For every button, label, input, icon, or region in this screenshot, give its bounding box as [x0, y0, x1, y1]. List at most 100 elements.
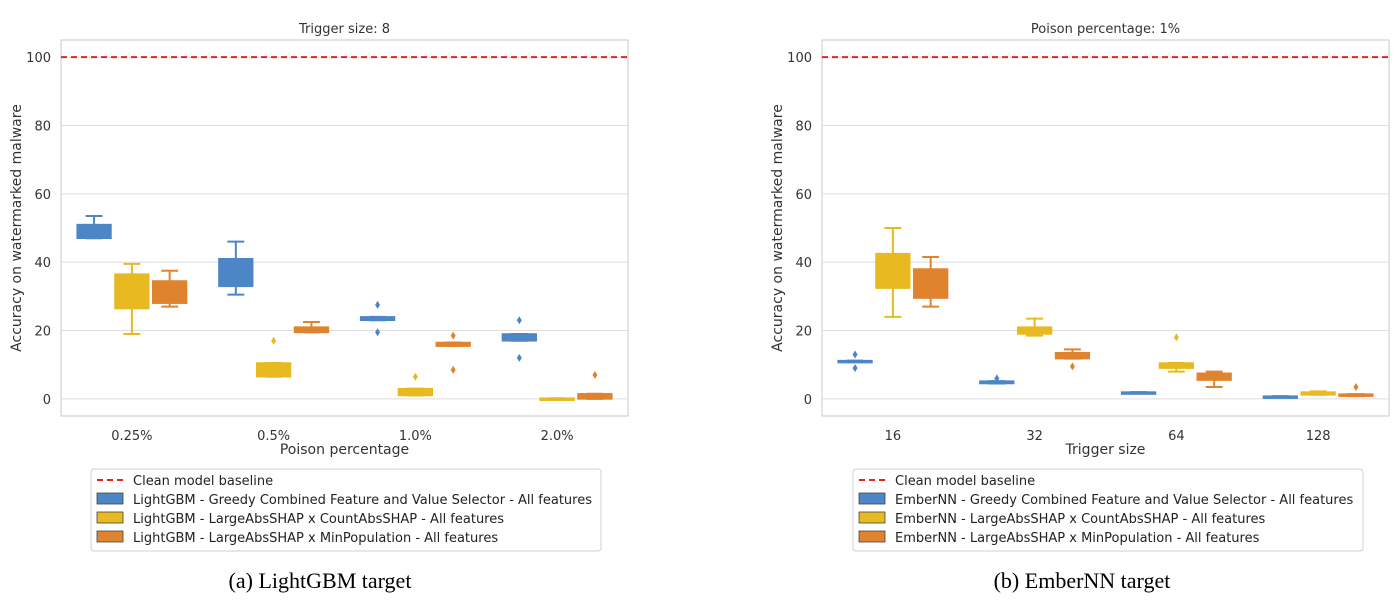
box: [114, 273, 150, 310]
chart-title: Trigger size: 8: [298, 22, 390, 37]
legend-swatch: [858, 492, 886, 505]
y-tick-label: 60: [795, 188, 812, 203]
x-axis-label: Poison percentage: [280, 442, 409, 458]
legend-swatch: [858, 530, 886, 543]
y-tick-label: 60: [34, 188, 51, 203]
outlier: [516, 316, 522, 325]
outlier: [450, 365, 456, 374]
box-e8b920-64: [1158, 333, 1195, 373]
box: [397, 387, 434, 397]
box-e8b920-128: [1300, 390, 1336, 396]
box-e8b920-0.5%: [255, 336, 292, 378]
box-e8b920-2.0%: [539, 397, 575, 401]
box: [1016, 326, 1053, 335]
legend: Clean model baseline EmberNN - Greedy Com…: [852, 468, 1364, 552]
legend-label: EmberNN - Greedy Combined Feature and Va…: [895, 493, 1353, 508]
outlier: [1069, 362, 1075, 371]
box-4c86c6-0.25%: [76, 215, 112, 240]
x-axis-label: Trigger size: [1065, 442, 1146, 458]
y-axis-label: Accuracy on watermarked malware: [9, 104, 25, 352]
box-e8b920-1.0%: [397, 372, 434, 397]
box-4c86c6-2.0%: [501, 316, 537, 362]
caption-a: (a) LightGBM target: [228, 568, 412, 593]
legend-frame: [852, 468, 1364, 552]
box-e8b920-0.25%: [114, 262, 150, 335]
legend-frame: [90, 468, 602, 552]
outlier: [375, 300, 381, 309]
box-4c86c6-64: [1120, 391, 1157, 395]
box-e0832e-1.0%: [435, 331, 471, 374]
chart-1: 0 20 40 60 80 100 0.25% 0.5% 1.0% 2.0% Trigger siz…: [9, 22, 629, 552]
outlier: [1353, 382, 1359, 391]
legend-label: EmberNN - LargeAbsSHAP x CountAbsSHAP - …: [895, 512, 1266, 527]
legend-label: LightGBM - LargeAbsSHAP x MinPopulation …: [133, 531, 498, 546]
plot-area: [821, 39, 1390, 417]
caption-b: (b) EmberNN target: [993, 568, 1171, 593]
legend-swatch: [96, 530, 124, 543]
chart-2: 0 20 40 60 80 100 16 32 64 128 Poison percentage: …: [770, 22, 1390, 552]
x-tick-label: 32: [1026, 429, 1043, 444]
x-tick-label: 64: [1168, 429, 1185, 444]
legend-swatch: [96, 511, 124, 524]
legend-label: LightGBM - LargeAbsSHAP x CountAbsSHAP -…: [133, 512, 504, 527]
box: [152, 280, 188, 304]
box-e0832e-32: [1054, 348, 1091, 371]
x-tick-label: 0.5%: [257, 429, 290, 444]
outlier: [1173, 333, 1179, 342]
legend-label: LightGBM - Greedy Combined Feature and V…: [133, 493, 592, 508]
legend-label: Clean model baseline: [895, 474, 1035, 489]
y-tick-label: 100: [26, 51, 51, 66]
legend: Clean model baseline LightGBM - Greedy Co…: [90, 468, 602, 552]
box-e0832e-0.5%: [293, 321, 330, 334]
outlier: [852, 350, 858, 359]
box: [875, 252, 911, 289]
box: [255, 362, 292, 378]
box-e0832e-2.0%: [577, 370, 613, 400]
box: [76, 223, 112, 240]
y-tick-label: 0: [43, 393, 51, 408]
x-tick-label: 2.0%: [541, 429, 574, 444]
x-tick-label: 0.25%: [111, 429, 152, 444]
outlier: [994, 374, 1000, 383]
box: [913, 268, 949, 299]
outlier: [450, 331, 456, 340]
box-4c86c6-0.5%: [218, 240, 254, 296]
box-e0832e-0.25%: [152, 269, 188, 308]
box-4c86c6-32: [979, 374, 1015, 385]
box: [501, 333, 537, 342]
outlier: [592, 370, 598, 379]
y-tick-label: 80: [34, 119, 51, 134]
y-tick-label: 20: [795, 325, 812, 340]
y-tick-label: 100: [787, 51, 812, 66]
box-4c86c6-16: [837, 350, 873, 373]
box-e0832e-128: [1338, 382, 1374, 398]
outlier: [271, 336, 277, 345]
y-tick-label: 40: [34, 256, 51, 271]
chart-title: Poison percentage: 1%: [1031, 22, 1180, 37]
y-tick-label: 0: [804, 393, 812, 408]
box-e8b920-16: [875, 227, 911, 318]
box: [218, 258, 254, 287]
box-e0832e-64: [1196, 370, 1232, 388]
outlier: [516, 353, 522, 362]
x-tick-label: 128: [1306, 429, 1331, 444]
outlier: [852, 364, 858, 373]
legend-swatch: [96, 492, 124, 505]
legend-label: Clean model baseline: [133, 474, 273, 489]
plot-area: [60, 39, 629, 417]
outlier: [375, 328, 381, 337]
box-4c86c6-128: [1262, 395, 1298, 399]
outlier: [412, 372, 418, 381]
y-tick-label: 80: [795, 119, 812, 134]
legend-swatch: [858, 511, 886, 524]
box-4c86c6-1.0%: [359, 300, 396, 337]
x-tick-label: 16: [885, 429, 902, 444]
legend-label: EmberNN - LargeAbsSHAP x MinPopulation -…: [895, 531, 1260, 546]
box-e8b920-32: [1016, 317, 1053, 337]
box-e0832e-16: [913, 256, 949, 308]
y-tick-label: 40: [795, 256, 812, 271]
x-tick-label: 1.0%: [399, 429, 432, 444]
y-axis-label: Accuracy on watermarked malware: [770, 104, 786, 352]
y-tick-label: 20: [34, 325, 51, 340]
